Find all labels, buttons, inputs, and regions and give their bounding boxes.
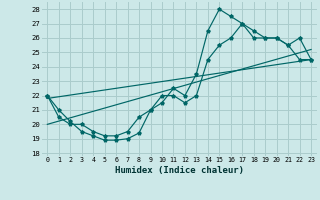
X-axis label: Humidex (Indice chaleur): Humidex (Indice chaleur) [115,166,244,175]
